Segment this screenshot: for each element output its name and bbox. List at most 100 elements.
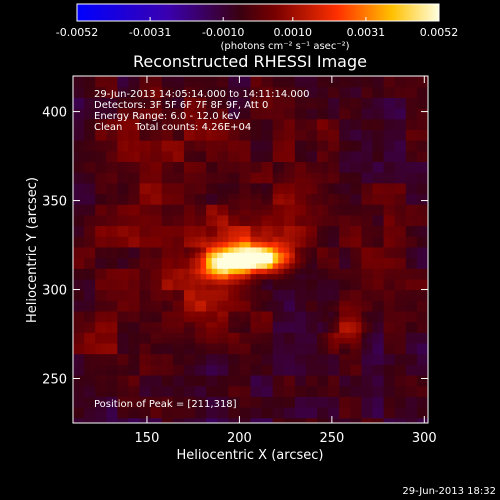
heatmap-cell: [400, 81, 407, 88]
heatmap-cell: [228, 417, 235, 423]
heatmap-cell: [111, 417, 118, 423]
heatmap-cell: [378, 236, 385, 243]
heatmap-cell: [84, 246, 91, 253]
heatmap-cell: [211, 390, 218, 397]
heatmap-cell: [311, 182, 318, 189]
heatmap-cell: [228, 214, 235, 221]
heatmap-cell: [289, 364, 296, 371]
heatmap-cell: [183, 294, 191, 301]
heatmap-cell: [400, 236, 407, 243]
heatmap-cell: [300, 252, 307, 259]
heatmap-cell: [128, 241, 135, 248]
heatmap-cell: [100, 406, 107, 413]
heatmap-cell: [366, 76, 374, 82]
heatmap-cell: [161, 145, 168, 152]
heatmap-cell: [416, 193, 424, 200]
heatmap-cell: [283, 204, 290, 211]
heatmap-cell: [183, 246, 191, 253]
heatmap-cell: [89, 92, 96, 98]
heatmap-cell: [344, 326, 351, 333]
heatmap-cell: [366, 401, 374, 408]
heatmap-cell: [261, 204, 268, 211]
heatmap-cell: [322, 172, 329, 179]
heatmap-cell: [239, 316, 246, 323]
heatmap-cell: [311, 342, 318, 349]
heatmap-cell: [106, 204, 113, 211]
heatmap-cell: [383, 241, 390, 248]
heatmap-cell: [106, 252, 113, 259]
heatmap-cell: [283, 358, 290, 365]
heatmap-cell: [378, 129, 385, 136]
heatmap-cell: [239, 294, 246, 301]
heatmap-cell: [283, 252, 290, 259]
heatmap-cell: [122, 198, 130, 205]
heatmap-cell: [78, 118, 85, 125]
heatmap-cell: [172, 225, 179, 232]
heatmap-cell: [272, 310, 279, 317]
heatmap-cell: [283, 332, 290, 339]
heatmap-cell: [339, 230, 346, 237]
heatmap-cell: [355, 204, 363, 211]
heatmap-cell: [122, 204, 130, 211]
heatmap-cell: [95, 81, 102, 88]
heatmap-cell: [178, 230, 185, 237]
heatmap-cell: [84, 337, 91, 344]
heatmap-cell: [84, 166, 91, 173]
heatmap-cell: [300, 364, 307, 371]
heatmap-cell: [394, 278, 401, 285]
heatmap-cell: [95, 390, 102, 397]
heatmap-cell: [183, 161, 191, 168]
heatmap-cell: [217, 172, 224, 179]
heatmap-cell: [416, 417, 424, 423]
heatmap-cell: [167, 348, 174, 355]
heatmap-cell: [78, 166, 85, 173]
heatmap-cell: [394, 305, 401, 312]
heatmap-cell: [355, 118, 363, 125]
heatmap-cell: [322, 369, 329, 376]
heatmap-cell: [372, 396, 379, 403]
heatmap-cell: [278, 326, 285, 333]
heatmap-cell: [145, 380, 152, 387]
heatmap-cell: [117, 284, 124, 291]
heatmap-cell: [328, 337, 335, 344]
heatmap-cell: [111, 172, 118, 179]
heatmap-cell: [145, 134, 152, 141]
heatmap-cell: [134, 145, 141, 152]
heatmap-cell: [244, 236, 252, 243]
heatmap-cell: [95, 326, 102, 333]
heatmap-cell: [106, 401, 113, 408]
heatmap-cell: [361, 321, 368, 328]
heatmap-cell: [372, 412, 379, 419]
heatmap-cell: [206, 145, 213, 152]
heatmap-cell: [111, 225, 118, 232]
heatmap-cell: [344, 268, 351, 275]
heatmap-cell: [272, 92, 279, 98]
heatmap-cell: [411, 113, 418, 120]
heatmap-cell: [89, 252, 96, 259]
heatmap-cell: [172, 86, 179, 93]
heatmap-cell: [261, 369, 268, 376]
heatmap-cell: [239, 118, 246, 125]
heatmap-cell: [167, 364, 174, 371]
heatmap-cell: [350, 220, 357, 227]
heatmap-cell: [300, 257, 307, 264]
heatmap-cell: [317, 236, 324, 243]
heatmap-cell: [261, 161, 268, 168]
heatmap-cell: [222, 348, 229, 355]
heatmap-cell: [211, 129, 218, 136]
heatmap-cell: [244, 262, 252, 269]
heatmap-cell: [244, 300, 252, 307]
heatmap-cell: [156, 204, 163, 211]
heatmap-cell: [355, 182, 363, 189]
heatmap-cell: [139, 305, 146, 312]
heatmap-cell: [73, 337, 80, 344]
heatmap-cell: [339, 300, 346, 307]
heatmap-cell: [111, 97, 118, 104]
heatmap-cell: [394, 380, 401, 387]
heatmap-cell: [394, 97, 401, 104]
heatmap-cell: [200, 236, 207, 243]
heatmap-cell: [294, 406, 302, 413]
heatmap-cell: [100, 348, 107, 355]
heatmap-cell: [134, 316, 141, 323]
heatmap-cell: [172, 129, 179, 136]
